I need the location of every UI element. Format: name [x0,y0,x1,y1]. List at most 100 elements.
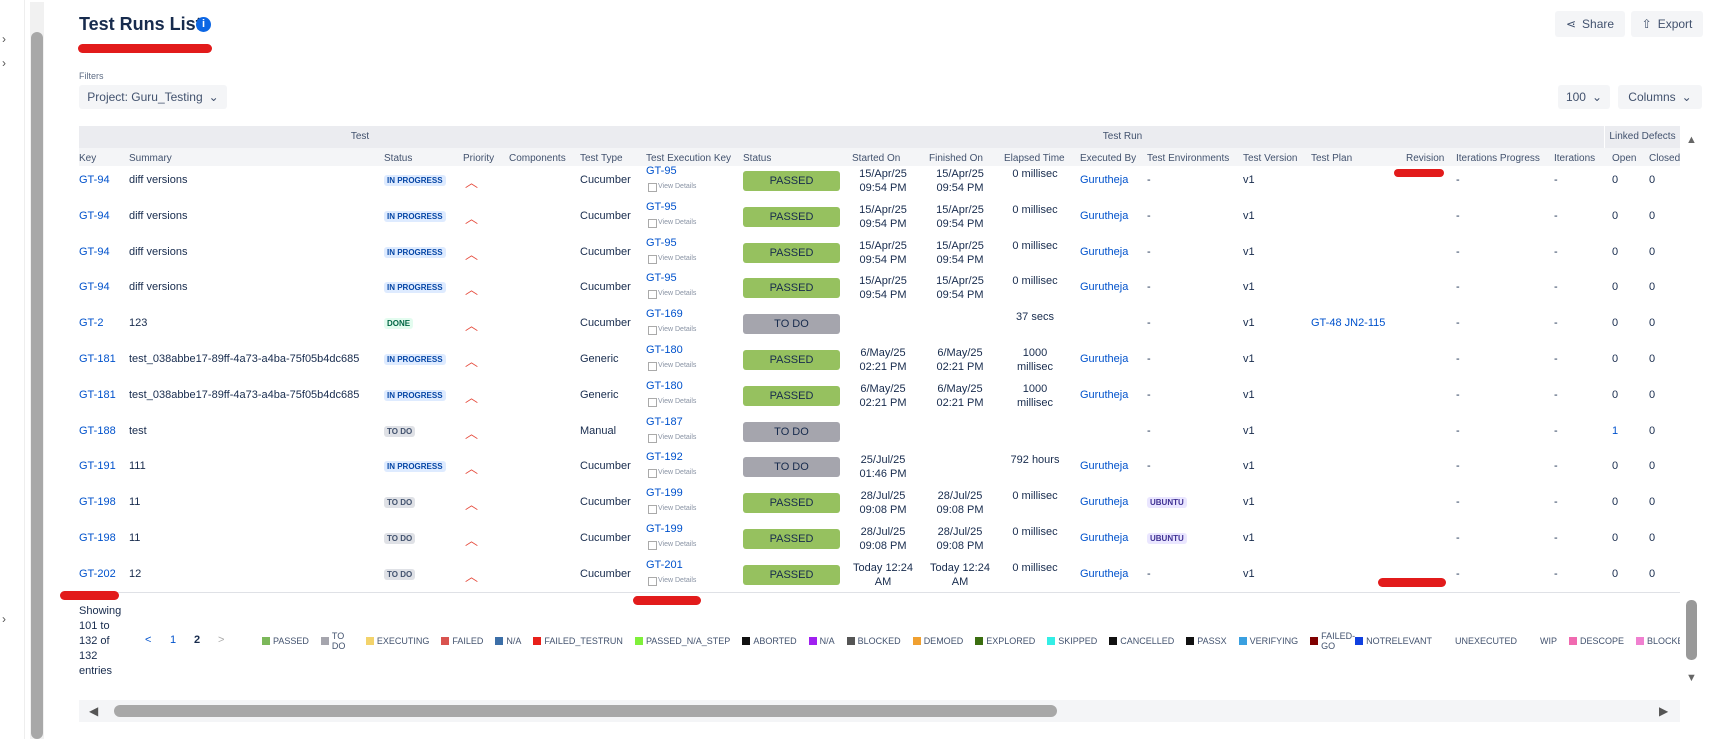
cell-iterations: - [1554,209,1558,222]
cell-closed: 0 [1649,281,1656,294]
cell-executed-by[interactable]: Gurutheja [1080,174,1129,186]
view-details[interactable]: View Details [658,254,697,262]
cell-version: v1 [1243,174,1255,186]
cell-key[interactable]: GT-181 [79,388,116,401]
cell-finished: 6/May/25 02:21 PM [936,382,984,409]
view-icon [648,254,657,264]
cell-key[interactable]: GT-181 [79,353,116,365]
page-number[interactable]: 1 [170,634,177,646]
cell-iter-progress: - [1456,281,1460,294]
run-status: PASSED [743,529,840,549]
cell-test-type: Cucumber [580,460,631,473]
export-button[interactable]: ⇧ Export [1631,11,1703,37]
view-details[interactable]: View Details [658,290,697,298]
exec-key[interactable]: GT-95 [646,236,677,249]
legend-item: WIP [1529,636,1557,646]
columns-label: Columns [1628,90,1676,104]
legend-swatch [1636,637,1645,645]
view-details[interactable]: View Details [658,397,697,405]
priority-icon: ︿ [465,461,479,477]
legend-swatch [1186,637,1195,645]
view-icon [648,362,657,371]
cell-executed-by[interactable]: Gurutheja [1080,567,1129,580]
view-icon [648,397,657,407]
annotation [633,596,701,605]
cell-elapsed: 1000 millisec [1016,382,1054,409]
cell-executed-by[interactable]: Gurutheja [1080,388,1129,401]
legend-label: SKIPPED [1058,636,1098,646]
exec-key[interactable]: GT-95 [646,165,677,177]
cell-key[interactable]: GT-94 [79,245,110,258]
h-scrollbar[interactable]: ◀ ▶ [79,700,1680,722]
cell-executed-by[interactable]: Gurutheja [1080,496,1129,509]
view-details[interactable]: View Details [658,541,697,548]
cell-key[interactable]: GT-202 [79,567,116,580]
exec-key[interactable]: GT-180 [646,344,683,356]
page-size[interactable]: 100 ⌄ [1558,85,1610,109]
columns-button[interactable]: Columns ⌄ [1618,85,1702,109]
cell-executed-by[interactable]: Gurutheja [1080,460,1129,473]
exec-key[interactable]: GT-95 [646,272,677,285]
cell-started: 6/May/25 02:21 PM [859,347,907,373]
view-details[interactable]: View Details [658,576,697,584]
cell-executed-by[interactable]: Gurutheja [1080,209,1129,222]
next-page[interactable]: > [218,634,225,646]
cell-key[interactable]: GT-198 [79,532,116,544]
view-details[interactable]: View Details [658,505,697,513]
view-details[interactable]: View Details [658,469,697,477]
cell-version: v1 [1243,496,1255,509]
cell-executed-by[interactable]: Gurutheja [1080,281,1129,294]
cell-key[interactable]: GT-188 [79,424,116,437]
cell-key[interactable]: GT-2 [79,317,104,330]
exec-key[interactable]: GT-199 [646,523,683,535]
legend-item: BLOCKED [846,636,901,646]
cell-open[interactable]: 1 [1612,424,1619,437]
cell-key[interactable]: GT-94 [79,174,110,186]
view-details[interactable]: View Details [658,183,697,190]
cell-plan[interactable]: GT-48 JN2-115 [1311,317,1386,330]
cell-open: 0 [1612,496,1619,509]
cell-elapsed: 0 millisec [1012,168,1058,180]
legend-swatch [365,637,374,645]
exec-key[interactable]: GT-199 [646,487,683,500]
priority-icon: ︿ [465,568,479,584]
exec-key[interactable]: GT-192 [646,451,683,464]
view-details[interactable]: View Details [658,433,697,441]
info-icon[interactable]: i [196,17,211,32]
scrollbar[interactable] [30,2,44,739]
cell-finished: 6/May/25 02:21 PM [936,347,984,373]
export-label: Export [1657,17,1693,31]
view-details[interactable]: View Details [658,326,697,334]
legend-item: CANCELLED [1109,636,1174,646]
cell-iterations: - [1554,245,1558,258]
page-number[interactable]: 2 [194,634,201,646]
cell-executed-by[interactable]: Gurutheja [1080,245,1129,258]
cell-finished: 15/Apr/25 09:54 PM [936,239,984,266]
cell-executed-by[interactable]: Gurutheja [1080,353,1129,365]
share-button[interactable]: ⋖ Share [1555,11,1625,37]
project-filter[interactable]: Project: Guru_Testing ⌄ [79,85,227,109]
cell-executed-by[interactable]: Gurutheja [1080,532,1129,544]
prev-page[interactable]: < [145,634,152,646]
annotation [60,591,119,600]
cell-elapsed: 0 millisec [1012,526,1058,538]
v-scrollbar[interactable]: ▲ ▼ [1686,134,1697,684]
view-details[interactable]: View Details [658,362,697,369]
cell-key[interactable]: GT-198 [79,496,116,509]
exec-key[interactable]: GT-169 [646,308,683,321]
cell-test-type: Cucumber [580,209,631,222]
run-status: PASSED [743,385,840,406]
cell-key[interactable]: GT-94 [79,209,110,222]
exec-key[interactable]: GT-180 [646,379,683,392]
legend-label: UNEXECUTED [1455,636,1518,646]
cell-key[interactable]: GT-94 [79,281,110,294]
cell-iterations: - [1554,460,1558,473]
cell-key[interactable]: GT-191 [79,460,116,473]
exec-key[interactable]: GT-95 [646,200,677,213]
cell-finished: 15/Apr/25 09:54 PM [936,203,984,230]
view-details[interactable]: View Details [658,218,697,226]
exec-key[interactable]: GT-201 [646,558,683,571]
run-status: PASSED [743,350,840,370]
legend-item: PASSED_N/A_STEP [634,636,730,646]
exec-key[interactable]: GT-187 [646,415,683,428]
